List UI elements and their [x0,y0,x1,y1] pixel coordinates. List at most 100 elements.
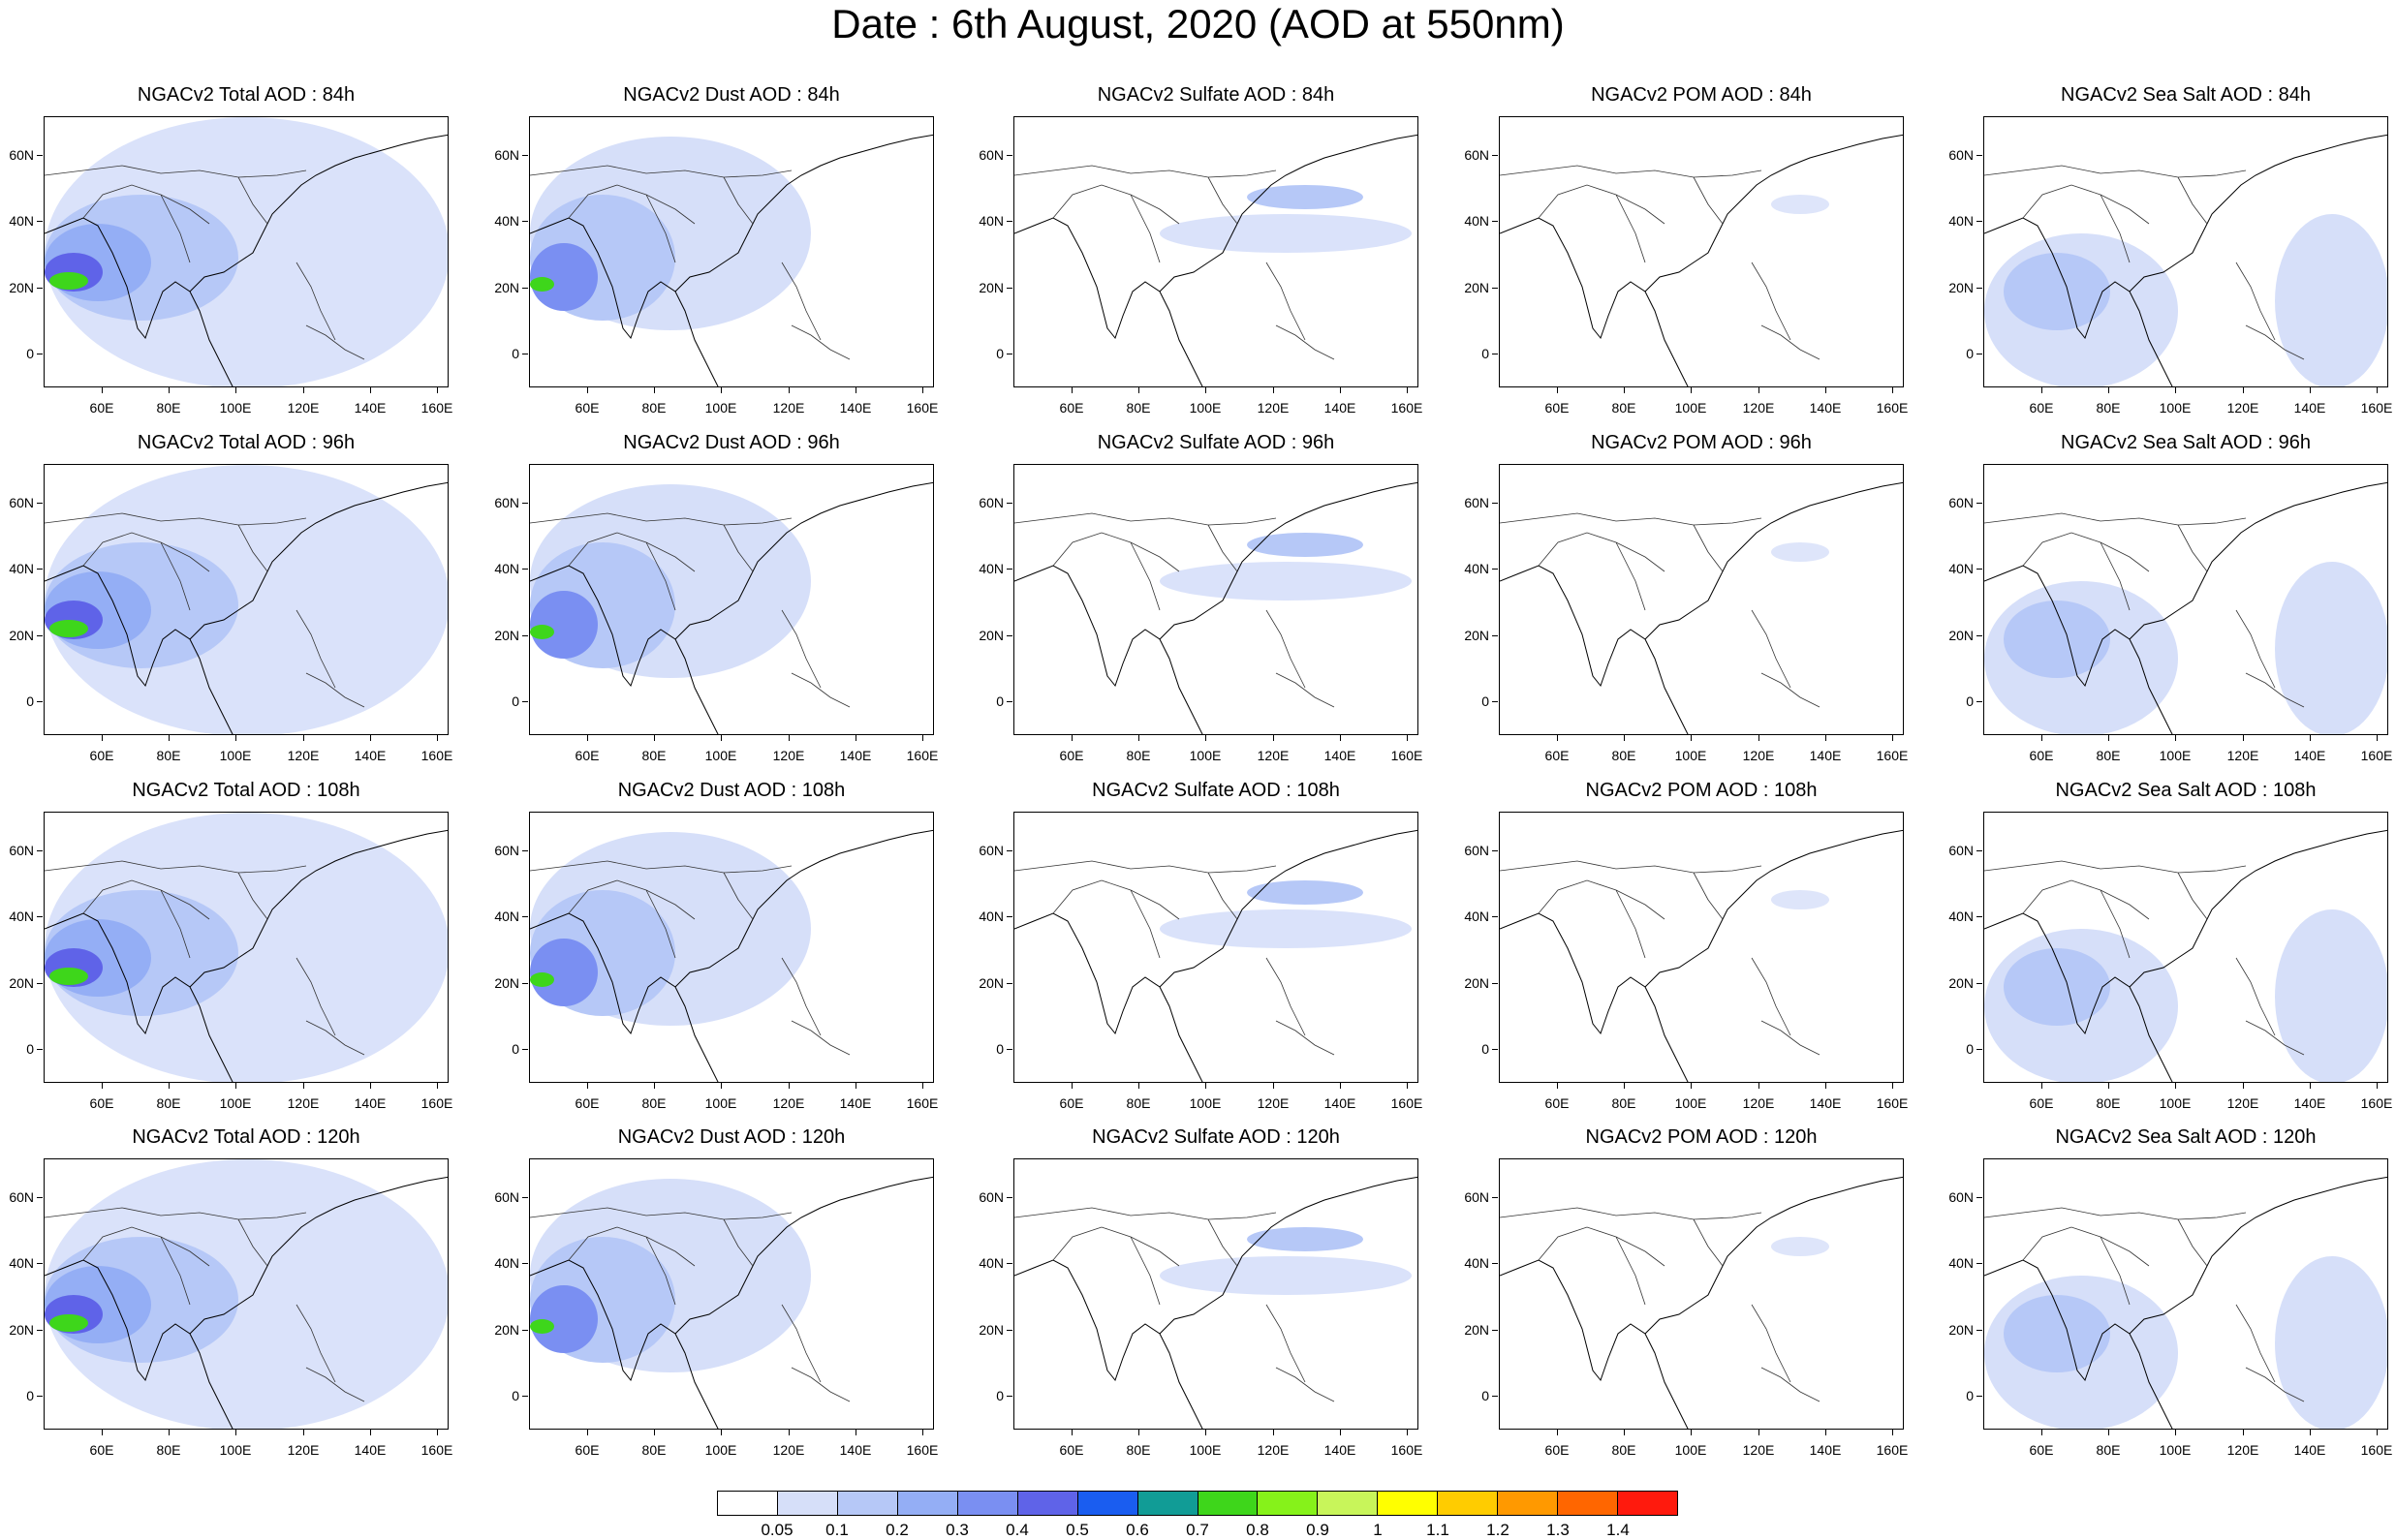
colorbar-box [1618,1492,1677,1515]
aod-shading [1160,214,1412,253]
lon-tick [1072,387,1073,393]
lat-label: 0 [26,693,34,709]
country-borders [1500,512,1820,708]
lon-tick [1407,1083,1408,1089]
panel-title: NGACv2 Dust AOD : 84h [623,84,840,106]
colorbar-box [1558,1492,1619,1515]
lon-tick [303,1430,304,1435]
lon-tick [1340,1083,1341,1089]
lon-label: 100E [704,400,737,416]
map-panel: NGACv2 Sea Salt AOD : 84h 60N 40N 20N 0 60E 80… [1948,84,2392,415]
lon-tick [2108,1083,2109,1089]
lon-tick [437,735,438,741]
panel-title: NGACv2 Dust AOD : 96h [623,432,840,453]
map-panel: NGACv2 POM AOD : 84h 60N 40N 20N 0 60E 80E 100E… [1464,84,1908,415]
lat-label: 0 [512,1388,519,1403]
lon-label: 60E [575,400,600,416]
panel-title: NGACv2 Dust AOD : 108h [617,780,846,801]
lon-tick [169,735,170,741]
lat-tick [522,288,528,289]
lat-tick [1976,1330,1982,1331]
lon-tick [1205,1430,1206,1435]
coastline [530,1176,933,1429]
lon-tick [2310,735,2311,741]
lon-tick [303,735,304,741]
lon-tick [922,1083,923,1089]
lat-tick [522,983,528,984]
lon-tick [1273,1083,1274,1089]
country-borders [1984,165,2305,360]
lon-label: 120E [772,1442,805,1458]
lon-label: 60E [89,400,114,416]
lat-label: 20N [9,1322,34,1338]
lat-tick [1007,701,1012,702]
lon-label: 80E [641,748,667,763]
colorbar-box [1498,1492,1559,1515]
lat-label: 40N [9,1255,34,1271]
lon-label: 100E [704,1095,737,1111]
lat-label: 0 [1481,1388,1489,1403]
colorbar-box [1017,1492,1078,1515]
lat-label: 40N [1464,909,1489,924]
lon-label: 100E [2159,1442,2192,1458]
coastline [530,829,933,1082]
lat-tick [1976,916,1982,917]
colorbar-box [1137,1492,1198,1515]
map-panel: NGACv2 Dust AOD : 96h 60N 40N 20N 0 60E 80E 100… [494,432,938,762]
map-panel: NGACv2 POM AOD : 120h 60N 40N 20N 0 60E 80E 100… [1464,1126,1908,1457]
lon-tick [370,1083,371,1089]
lat-label: 20N [1464,975,1489,991]
lat-tick [522,1049,528,1050]
lon-tick [1691,1083,1692,1089]
aod-shading [530,591,598,659]
lon-label: 80E [1126,1095,1151,1111]
lon-tick [2108,1430,2109,1435]
lon-label: 80E [2096,400,2121,416]
lat-label: 40N [494,213,519,229]
lon-tick [437,1083,438,1089]
lon-tick [654,387,655,393]
country-borders [530,1207,851,1402]
aod-field-map [1500,829,1903,1082]
lat-label: 60N [1948,843,1974,858]
lat-tick [1492,850,1498,851]
lat-label: 40N [979,1255,1004,1271]
lat-label: 60N [1464,495,1489,510]
lon-label: 160E [2360,400,2393,416]
colorbar-label: 1.2 [1486,1521,1509,1539]
aod-field-map [530,829,933,1082]
lon-label: 80E [641,400,667,416]
map-frame [1013,1158,1418,1430]
lon-label: 140E [1809,748,1842,763]
lon-tick [1825,387,1826,393]
lat-tick [1007,983,1012,984]
lon-label: 60E [1544,1095,1570,1111]
lat-label: 60N [494,1189,519,1205]
lon-tick [587,1430,588,1435]
lon-tick [1557,1430,1558,1435]
lon-label: 60E [89,748,114,763]
coastline [45,481,448,734]
map-panel: NGACv2 Total AOD : 108h 60N 40N 20N 0 60E 80E 1… [9,780,452,1110]
lon-tick [1758,1083,1759,1089]
lat-tick [1492,701,1498,702]
lat-label: 20N [979,1322,1004,1338]
lat-tick [522,1396,528,1397]
lon-tick [922,735,923,741]
lat-tick [1976,701,1982,702]
lat-label: 0 [996,1041,1004,1057]
lon-label: 120E [1742,1095,1775,1111]
aod-shading [2004,948,2110,1026]
lon-label: 140E [354,400,387,416]
country-borders [1500,165,1820,360]
lon-label: 80E [156,400,181,416]
aod-field-map [45,813,448,1082]
aod-shading [1771,1237,1829,1256]
map-panel: NGACv2 Sulfate AOD : 84h 60N 40N 20N 0 60E 80E… [979,84,1422,415]
lon-label: 60E [2029,400,2054,416]
lon-label: 60E [1059,1095,1084,1111]
lon-label: 60E [1059,400,1084,416]
aod-shading [1247,1227,1363,1251]
lat-label: 20N [979,628,1004,643]
lon-tick [169,387,170,393]
